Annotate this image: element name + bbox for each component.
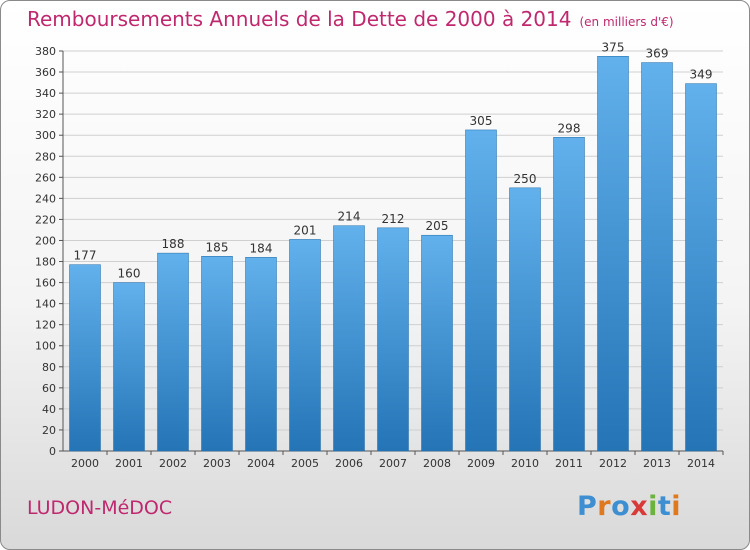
y-tick-label: 60 bbox=[42, 382, 56, 395]
bar-2002 bbox=[157, 252, 189, 452]
data-label-2010: 250 bbox=[514, 172, 537, 186]
y-tick-label: 320 bbox=[35, 108, 56, 121]
y-tick-label: 120 bbox=[35, 319, 56, 332]
y-tick-label: 80 bbox=[42, 361, 56, 374]
chart-title-text: Remboursements Annuels de la Dette de 20… bbox=[27, 7, 572, 31]
x-tick-label-2012: 2012 bbox=[599, 457, 627, 470]
data-label-2007: 212 bbox=[382, 212, 405, 226]
y-tick-label: 240 bbox=[35, 192, 56, 205]
data-label-2002: 188 bbox=[162, 237, 185, 251]
bars bbox=[69, 56, 717, 452]
data-label-2014: 349 bbox=[690, 68, 713, 82]
bar-2011 bbox=[553, 137, 585, 452]
y-tick-label: 220 bbox=[35, 213, 56, 226]
x-tick-label-2013: 2013 bbox=[643, 457, 671, 470]
y-tick-label: 380 bbox=[35, 45, 56, 58]
y-tick-label: 340 bbox=[35, 87, 56, 100]
data-label-2008: 205 bbox=[426, 219, 449, 233]
y-tick-label: 300 bbox=[35, 129, 56, 142]
bar-2006 bbox=[333, 225, 365, 452]
x-tick-label-2001: 2001 bbox=[115, 457, 143, 470]
x-tick-label-2007: 2007 bbox=[379, 457, 407, 470]
data-label-2000: 177 bbox=[74, 249, 97, 263]
data-label-2011: 298 bbox=[558, 121, 581, 135]
bar-2000 bbox=[69, 264, 101, 452]
data-label-2003: 185 bbox=[206, 240, 229, 254]
y-tick-label: 200 bbox=[35, 234, 56, 247]
bar-2010 bbox=[509, 187, 541, 452]
bar-2008 bbox=[421, 234, 453, 452]
x-tick-label-2002: 2002 bbox=[159, 457, 187, 470]
x-tick-label-2004: 2004 bbox=[247, 457, 275, 470]
data-label-2001: 160 bbox=[118, 267, 141, 281]
x-tick-label-2009: 2009 bbox=[467, 457, 495, 470]
y-tick-label: 20 bbox=[42, 424, 56, 437]
data-label-2006: 214 bbox=[338, 210, 361, 224]
bar-2004 bbox=[245, 257, 277, 452]
data-label-2009: 305 bbox=[470, 114, 493, 128]
bar-2012 bbox=[597, 56, 629, 452]
y-tick-label: 260 bbox=[35, 171, 56, 184]
proxiti-logo: Proxiti bbox=[577, 491, 681, 522]
chart-title: Remboursements Annuels de la Dette de 20… bbox=[27, 7, 674, 31]
data-labels: 177 160 188 185 184 201 214 212 205 305 250 298 375 3… bbox=[74, 40, 713, 280]
y-tick-label: 40 bbox=[42, 403, 56, 416]
logo-letter: x bbox=[630, 491, 649, 522]
x-tick-label-2005: 2005 bbox=[291, 457, 319, 470]
y-tick-label: 0 bbox=[49, 445, 56, 458]
y-tick-label: 360 bbox=[35, 66, 56, 79]
logo-letter: i bbox=[671, 491, 682, 522]
x-tick-label-2010: 2010 bbox=[511, 457, 539, 470]
logo-letter: r bbox=[597, 491, 612, 522]
bar-2014 bbox=[685, 83, 717, 452]
x-tick-label-2008: 2008 bbox=[423, 457, 451, 470]
data-label-2013: 369 bbox=[646, 47, 669, 61]
commune-name: LUDON-MéDOC bbox=[27, 497, 173, 519]
bar-2007 bbox=[377, 227, 409, 452]
data-label-2005: 201 bbox=[294, 223, 317, 237]
x-tick-label-2006: 2006 bbox=[335, 457, 363, 470]
chart-unit: (en milliers d'€) bbox=[579, 15, 674, 29]
bar-2013 bbox=[641, 62, 673, 452]
y-tick-label: 100 bbox=[35, 340, 56, 353]
x-tick-label-2014: 2014 bbox=[687, 457, 715, 470]
logo-letter: o bbox=[611, 491, 631, 522]
y-tick-label: 280 bbox=[35, 150, 56, 163]
data-label-2012: 375 bbox=[602, 40, 625, 54]
y-tick-label: 180 bbox=[35, 256, 56, 269]
logo-letter: P bbox=[577, 491, 598, 522]
x-tick-label-2011: 2011 bbox=[555, 457, 583, 470]
x-tick-label-2003: 2003 bbox=[203, 457, 231, 470]
bar-2001 bbox=[113, 282, 145, 452]
logo-letter: t bbox=[657, 491, 672, 522]
bar-2009 bbox=[465, 129, 497, 452]
y-tick-label: 140 bbox=[35, 298, 56, 311]
y-tick-label: 160 bbox=[35, 277, 56, 290]
bar-2005 bbox=[289, 239, 321, 452]
logo-letter: i bbox=[648, 491, 658, 522]
bar-2003 bbox=[201, 256, 233, 452]
data-label-2004: 184 bbox=[250, 241, 273, 255]
x-tick-label-2000: 2000 bbox=[71, 457, 99, 470]
